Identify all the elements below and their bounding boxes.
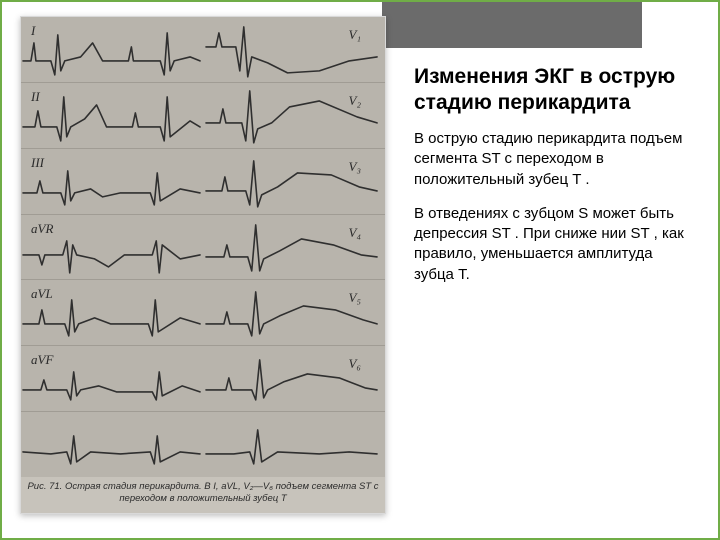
ecg-trace [21, 149, 385, 214]
text-block: Изменения ЭКГ в острую стадию перикардит… [414, 64, 684, 299]
header-band [382, 2, 642, 48]
paragraph-1: В острую стадию перикардита подъем сегме… [414, 129, 684, 190]
ecg-trace [21, 215, 385, 280]
title: Изменения ЭКГ в острую стадию перикардит… [414, 64, 684, 115]
ecg-caption: Рис. 71. Острая стадия перикардита. В I,… [21, 477, 385, 513]
ecg-row-4: aVRV₄ [21, 214, 385, 280]
ecg-row-7 [21, 411, 385, 477]
ecg-trace [21, 17, 385, 82]
ecg-row-1: IV₁ [21, 17, 385, 82]
paragraph-2: В отведениях с зубцом S может быть депре… [414, 204, 684, 285]
ecg-row-3: IIIV₃ [21, 148, 385, 214]
slide-frame: IV₁IIV₂IIIV₃aVRV₄aVLV₅aVFV₆ Рис. 71. Ост… [0, 0, 720, 540]
ecg-row-2: IIV₂ [21, 82, 385, 148]
ecg-row-6: aVFV₆ [21, 345, 385, 411]
ecg-trace [21, 412, 385, 477]
ecg-trace [21, 346, 385, 411]
ecg-row-5: aVLV₅ [21, 279, 385, 345]
ecg-rows: IV₁IIV₂IIIV₃aVRV₄aVLV₅aVFV₆ [21, 17, 385, 477]
ecg-figure: IV₁IIV₂IIIV₃aVRV₄aVLV₅aVFV₆ Рис. 71. Ост… [20, 16, 386, 514]
ecg-trace [21, 280, 385, 345]
ecg-trace [21, 83, 385, 148]
